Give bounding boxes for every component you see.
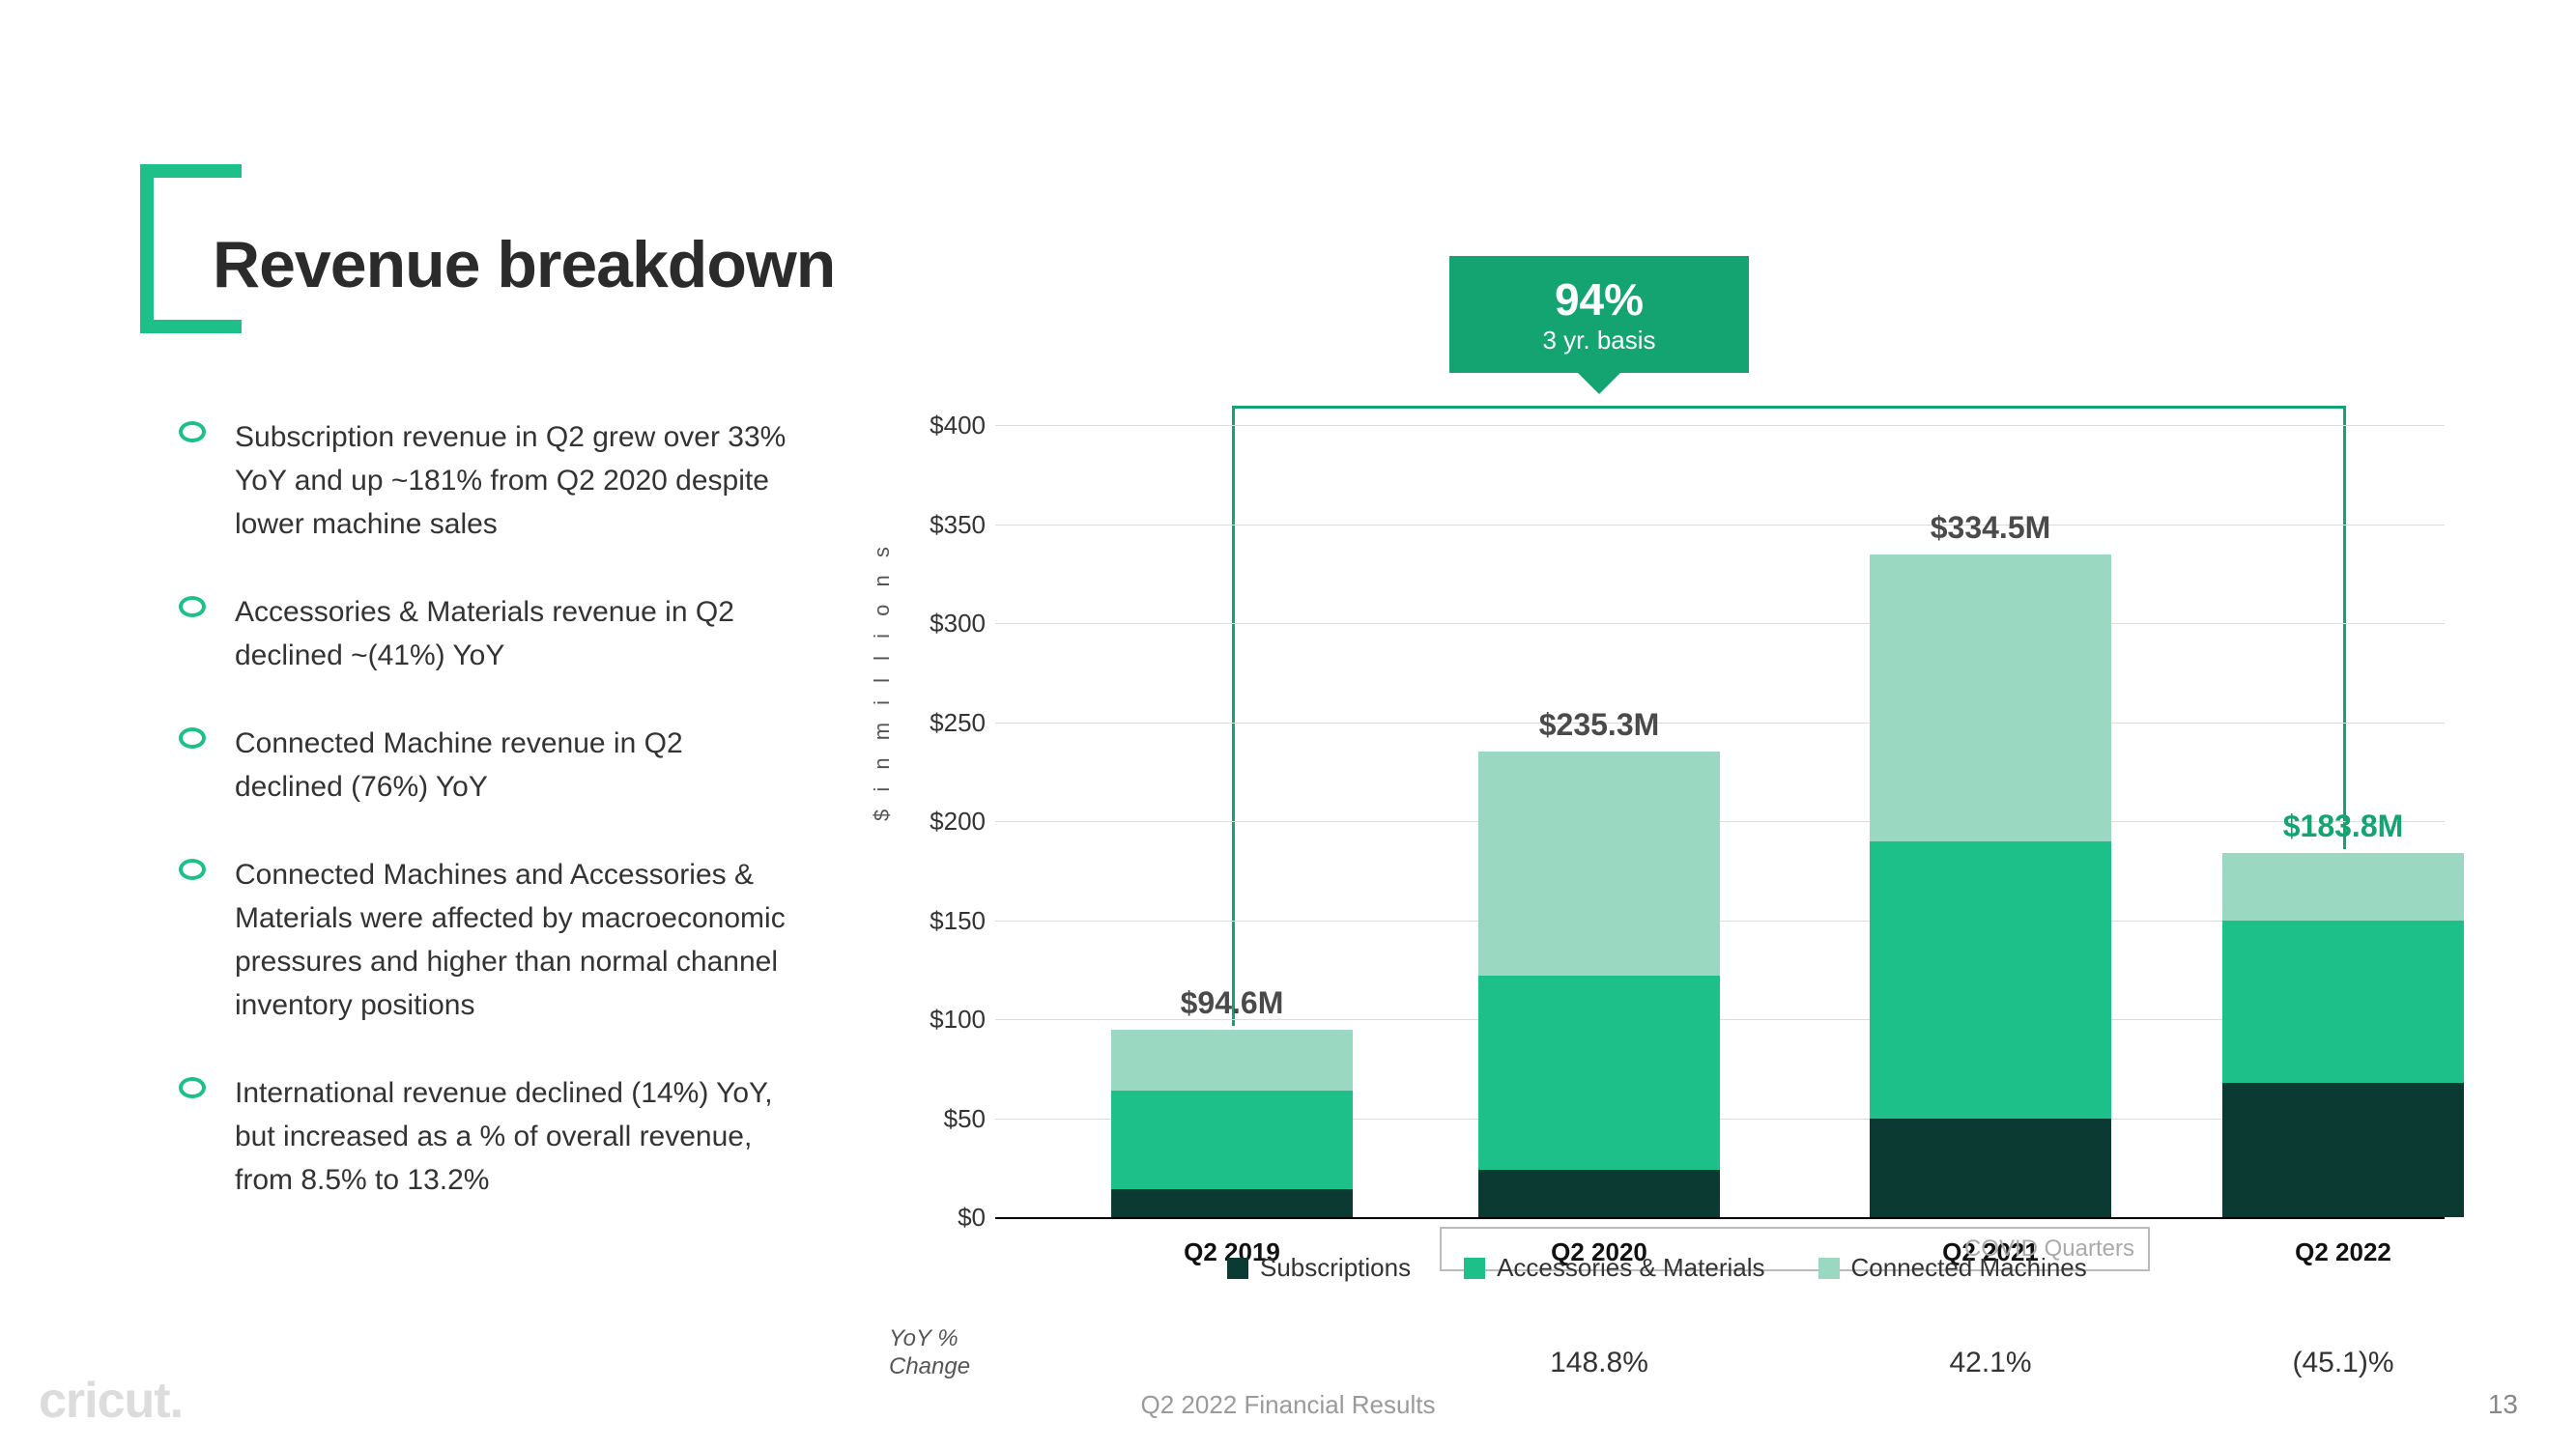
callout-percent: 94% — [1459, 277, 1739, 322]
bullet-item: Accessories & Materials revenue in Q2 de… — [179, 590, 797, 677]
bullet-text: Accessories & Materials revenue in Q2 de… — [235, 590, 797, 677]
bar-segment-connected-machines — [1870, 554, 2111, 840]
bullet-item: International revenue declined (14%) YoY… — [179, 1071, 797, 1202]
yoy-value: 148.8% — [1478, 1347, 1720, 1379]
y-tick-label: $50 — [908, 1104, 986, 1134]
callout-pointer — [1578, 373, 1620, 394]
bar-segment-connected-machines — [1478, 752, 1720, 976]
baseline — [995, 1217, 2445, 1219]
bar-segment-connected-machines — [1111, 1030, 1353, 1091]
bar-segment-subscriptions — [1478, 1170, 1720, 1217]
yoy-label-line2: Change — [889, 1353, 970, 1379]
x-axis-label: Q2 2022 — [2222, 1237, 2464, 1267]
bar-total-label: $235.3M — [1478, 707, 1720, 743]
bullet-text: Subscription revenue in Q2 grew over 33%… — [235, 415, 797, 546]
legend-item: Subscriptions — [1227, 1253, 1411, 1283]
page-number: 13 — [2488, 1389, 2518, 1420]
logo: cricut — [39, 1372, 183, 1430]
bar-segment-subscriptions — [1870, 1119, 2111, 1218]
bar-total-label: $183.8M — [2222, 809, 2464, 844]
bar-group: $94.6MQ2 2019 — [1111, 1030, 1353, 1217]
bar-segment-subscriptions — [1111, 1189, 1353, 1217]
callout: 94% 3 yr. basis — [1449, 256, 1749, 394]
legend-label: Accessories & Materials — [1497, 1253, 1764, 1283]
footer-title: Q2 2022 Financial Results — [0, 1390, 2576, 1420]
bar-segment-subscriptions — [2222, 1083, 2464, 1217]
bullet-marker — [179, 421, 206, 442]
yoy-label-line1: YoY % — [889, 1325, 959, 1351]
yoy-value: (45.1)% — [2222, 1347, 2464, 1379]
bullet-text: Connected Machines and Accessories & Mat… — [235, 853, 797, 1027]
bar-group: $334.5MQ2 2021 — [1870, 554, 2111, 1217]
bullet-list: Subscription revenue in Q2 grew over 33%… — [179, 415, 797, 1246]
bar-total-label: $94.6M — [1111, 985, 1353, 1021]
legend-swatch — [1227, 1258, 1248, 1279]
legend-swatch — [1464, 1258, 1485, 1279]
bullet-text: International revenue declined (14%) YoY… — [235, 1071, 797, 1202]
bar-segment-accessories-materials — [1478, 976, 1720, 1170]
y-tick-label: $100 — [908, 1005, 986, 1035]
legend-label: Connected Machines — [1851, 1253, 2087, 1283]
bar-segment-connected-machines — [2222, 853, 2464, 920]
plot-area: $0$50$100$150$200$250$300$350$400$94.6MQ… — [995, 406, 2445, 1236]
gridline — [995, 623, 2445, 624]
grid-area: $0$50$100$150$200$250$300$350$400$94.6MQ… — [995, 425, 2445, 1217]
bullet-marker — [179, 859, 206, 880]
bar-segment-accessories-materials — [1111, 1091, 1353, 1190]
legend-item: Accessories & Materials — [1464, 1253, 1764, 1283]
yoy-label: YoY % Change — [889, 1325, 970, 1381]
y-tick-label: $300 — [908, 609, 986, 639]
y-tick-label: $0 — [908, 1203, 986, 1233]
bar-total-label: $334.5M — [1870, 510, 2111, 546]
legend: Subscriptions Accessories & Materials Conn… — [1227, 1253, 2087, 1283]
gridline — [995, 723, 2445, 724]
bar-group: $235.3MQ2 2020 — [1478, 752, 1720, 1217]
bar-group: $183.8MQ2 2022 — [2222, 853, 2464, 1217]
y-tick-label: $350 — [908, 510, 986, 540]
gridline — [995, 425, 2445, 426]
bar-segment-accessories-materials — [2222, 921, 2464, 1083]
y-tick-label: $250 — [908, 708, 986, 738]
bullet-item: Connected Machines and Accessories & Mat… — [179, 853, 797, 1027]
bullet-item: Subscription revenue in Q2 grew over 33%… — [179, 415, 797, 546]
gridline — [995, 525, 2445, 526]
callout-box: 94% 3 yr. basis — [1449, 256, 1749, 373]
bullet-text: Connected Machine revenue in Q2 declined… — [235, 722, 797, 809]
callout-subtext: 3 yr. basis — [1459, 326, 1739, 355]
bullet-marker — [179, 727, 206, 749]
legend-swatch — [1818, 1258, 1840, 1279]
bar-segment-accessories-materials — [1870, 841, 2111, 1119]
legend-label: Subscriptions — [1260, 1253, 1411, 1283]
bullet-item: Connected Machine revenue in Q2 declined… — [179, 722, 797, 809]
yoy-value: 42.1% — [1870, 1347, 2111, 1379]
y-tick-label: $150 — [908, 906, 986, 936]
revenue-chart: $ i n m i l l i o n s $0$50$100$150$200$… — [889, 406, 2474, 1236]
y-tick-label: $400 — [908, 411, 986, 440]
legend-item: Connected Machines — [1818, 1253, 2087, 1283]
y-tick-label: $200 — [908, 807, 986, 837]
bullet-marker — [179, 596, 206, 617]
y-axis-label: $ i n m i l l i o n s — [870, 541, 895, 821]
bullet-marker — [179, 1077, 206, 1098]
page-title: Revenue breakdown — [213, 227, 835, 302]
